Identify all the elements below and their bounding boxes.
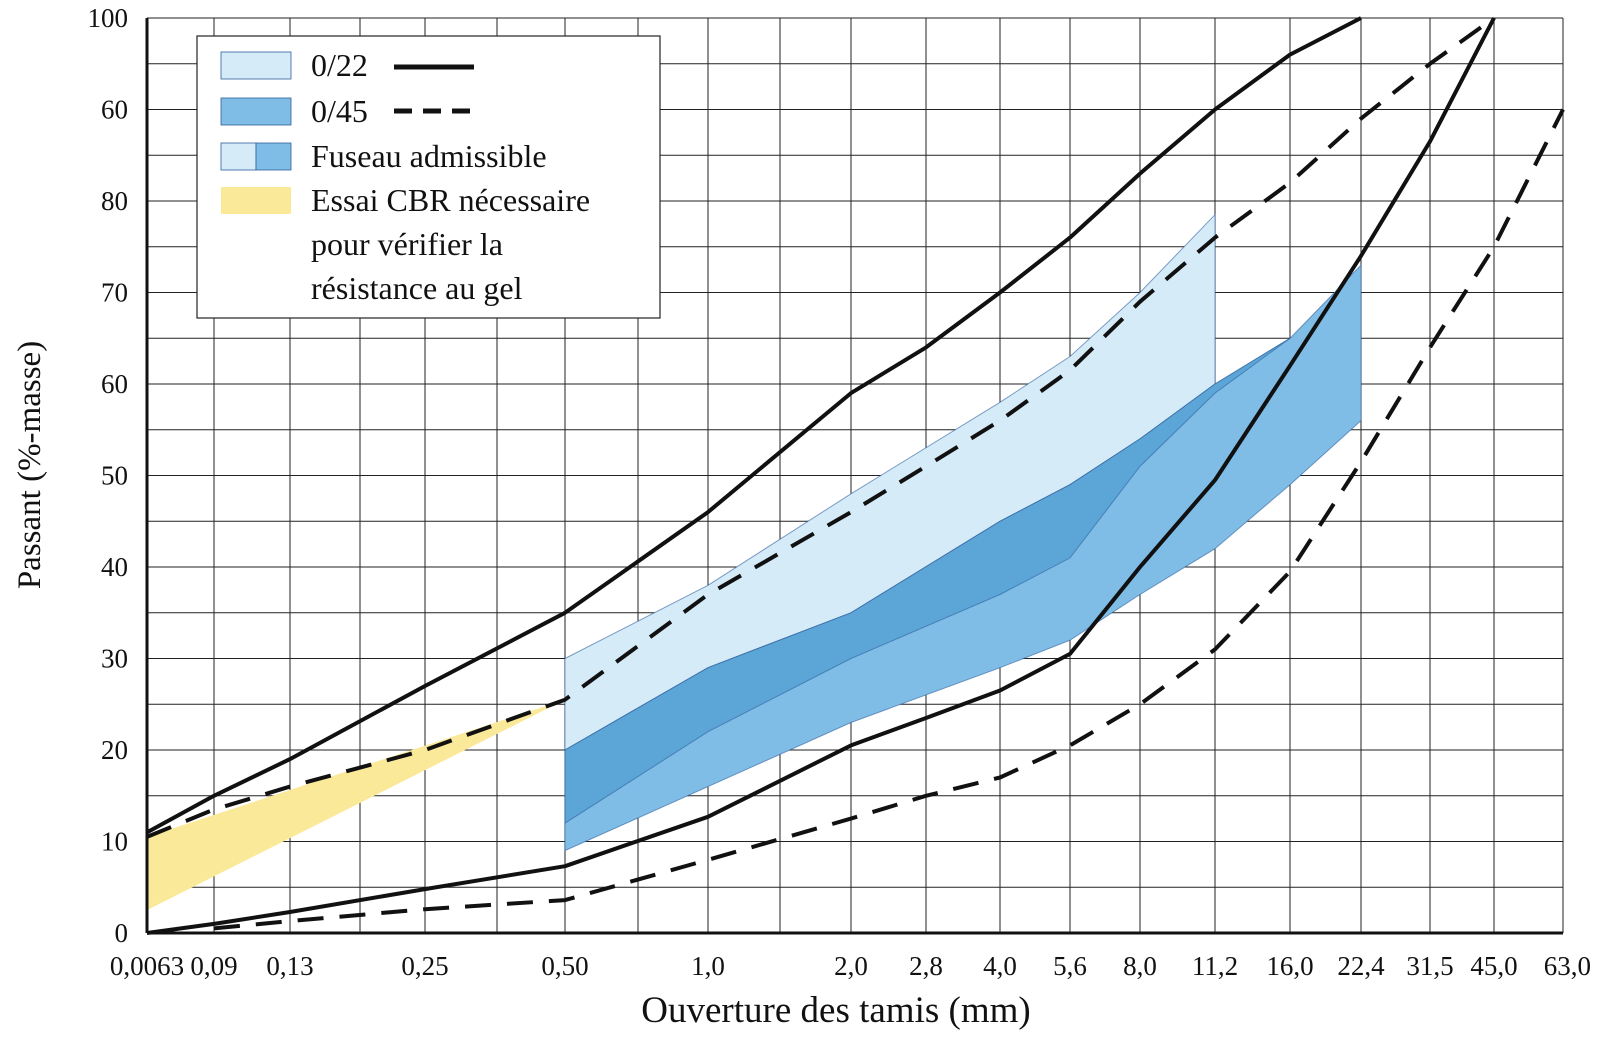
x-tick-label: 2,8 — [909, 951, 943, 981]
x-tick-label: 1,0 — [691, 951, 725, 981]
x-tick-label: 4,0 — [983, 951, 1017, 981]
legend: 0/22 0/45 Fuseau admissible Essai CBR né… — [196, 35, 661, 319]
legend-swatch-045 — [220, 97, 292, 126]
band-overlap — [564, 337, 1291, 825]
legend-swatch-022 — [220, 51, 292, 80]
x-tick-label: 0,09 — [190, 951, 237, 981]
x-tick-label: 0,0063 — [110, 951, 184, 981]
x-tick-label: 0,13 — [266, 951, 313, 981]
legend-swatch-fuseau-left — [220, 142, 257, 171]
x-tick-label: 2,0 — [834, 951, 868, 981]
y-tick-label: 100 — [88, 3, 129, 33]
y-tick-label: 10 — [101, 827, 128, 857]
x-tick-label: 5,6 — [1053, 951, 1087, 981]
series-solid-1 — [146, 17, 1496, 935]
y-tick-label: 40 — [101, 552, 128, 582]
legend-swatch-fuseau-right — [255, 142, 292, 171]
legend-label-cbr-3: résistance au gel — [311, 270, 523, 306]
series-dashed-3 — [213, 108, 1565, 931]
y-tick-label: 50 — [101, 461, 128, 491]
x-tick-label: 63,0 — [1544, 951, 1591, 981]
x-axis-label: Ouverture des tamis (mm) — [641, 990, 1030, 1031]
y-tick-label: 60 — [101, 369, 128, 399]
y-tick-label: 80 — [101, 186, 128, 216]
x-tick-label: 16,0 — [1266, 951, 1313, 981]
y-axis-label: Passant (%-masse) — [12, 341, 48, 589]
admissible-bands — [564, 213, 1362, 852]
y-tick-label: 70 — [101, 278, 128, 308]
y-tick-label: 20 — [101, 735, 128, 765]
legend-label-fuseau: Fuseau admissible — [311, 138, 547, 174]
x-tick-label: 0,50 — [541, 951, 588, 981]
y-tick-labels: 0 10 20 30 40 50 60 70 80 60 100 — [88, 3, 129, 948]
legend-box — [196, 35, 661, 319]
x-tick-label: 22,4 — [1337, 951, 1385, 981]
legend-label-cbr-1: Essai CBR nécessaire — [311, 182, 590, 218]
series-dashed-2 — [146, 16, 1496, 839]
legend-label-022: 0/22 — [311, 47, 368, 83]
grading-curves — [146, 16, 1565, 935]
plot-frame — [145, 18, 1563, 935]
cbr-zone — [147, 699, 565, 911]
y-tick-label: 0 — [115, 918, 129, 948]
legend-label-cbr-2: pour vérifier la — [311, 226, 503, 262]
x-tick-label: 0,25 — [401, 951, 448, 981]
x-tick-label: 8,0 — [1123, 951, 1157, 981]
legend-swatch-cbr — [221, 187, 291, 214]
legend-label-045: 0/45 — [311, 93, 368, 129]
y-tick-label: 30 — [101, 644, 128, 674]
x-tick-label: 11,2 — [1192, 951, 1238, 981]
y-tick-label: 60 — [101, 95, 128, 125]
x-tick-label: 31,5 — [1406, 951, 1453, 981]
x-tick-labels: 0,0063 0,09 0,13 0,25 0,50 1,0 2,0 2,8 4,0 5,6 8,0… — [110, 951, 1591, 981]
x-tick-label: 45,0 — [1470, 951, 1517, 981]
cbr-area — [147, 699, 565, 911]
series-solid-0 — [146, 16, 1362, 835]
